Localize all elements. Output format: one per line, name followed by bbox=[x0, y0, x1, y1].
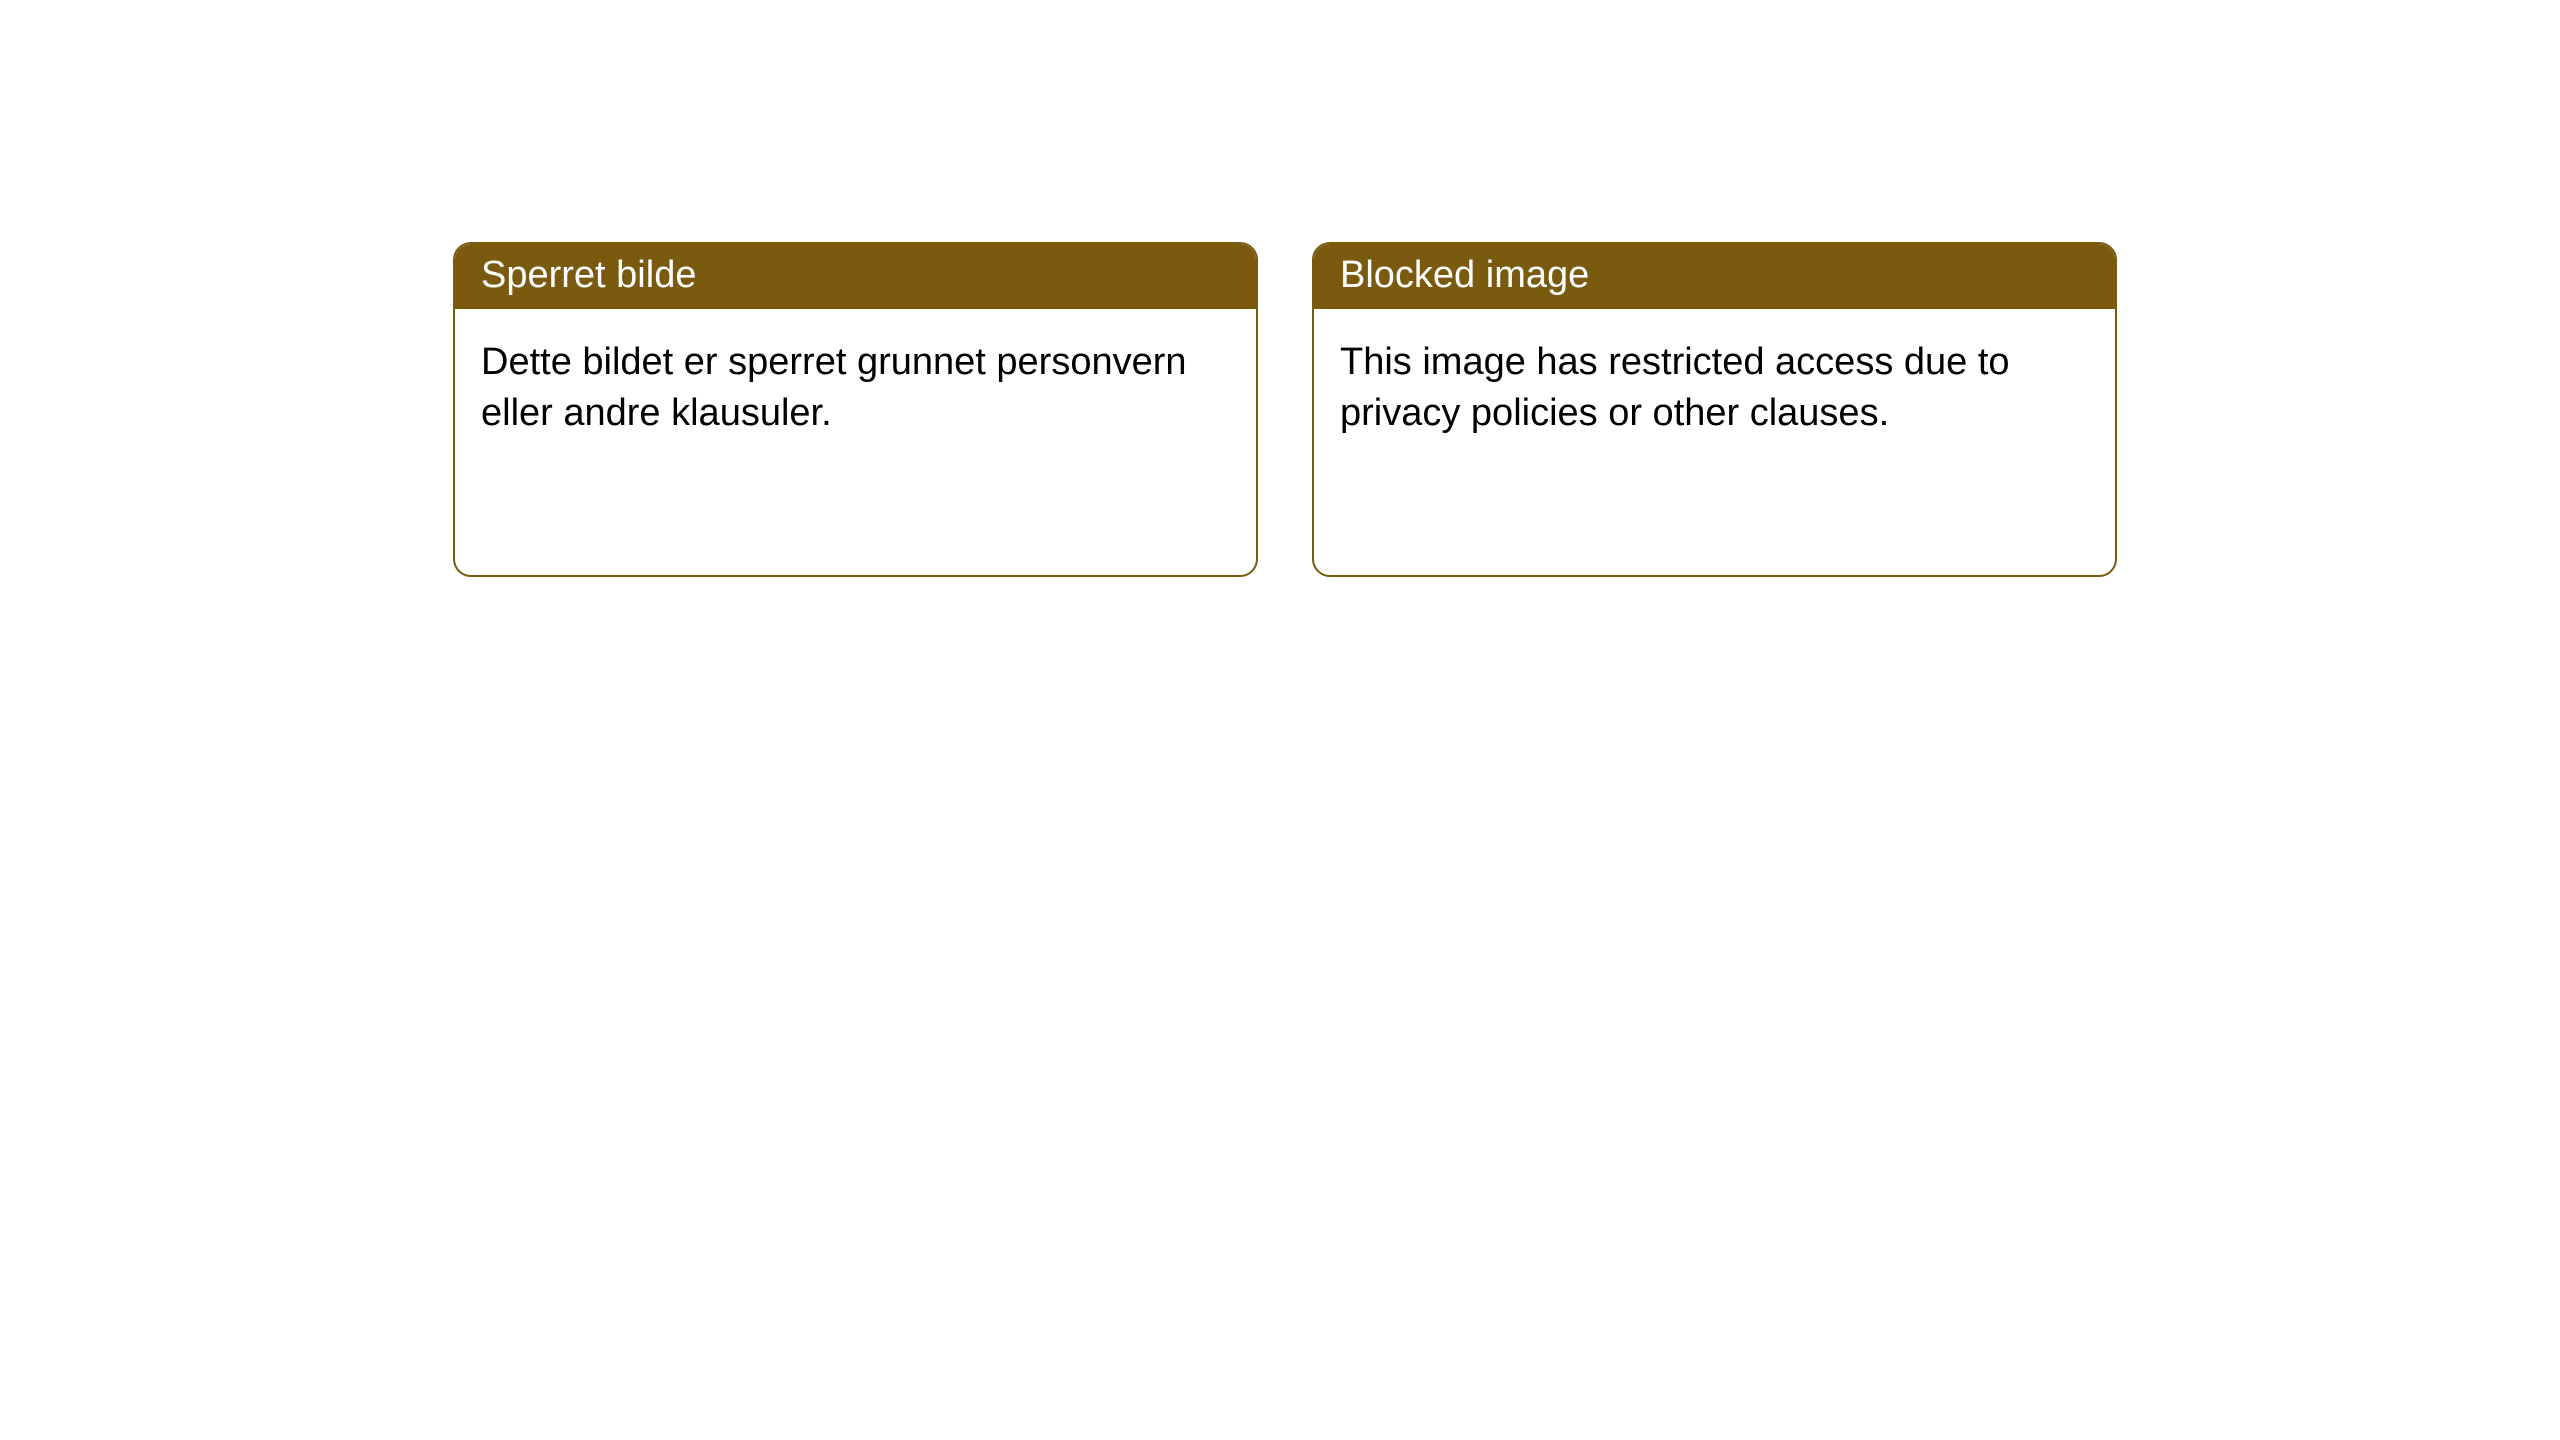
notice-body: Dette bildet er sperret grunnet personve… bbox=[455, 309, 1256, 468]
notice-card-norwegian: Sperret bilde Dette bildet er sperret gr… bbox=[453, 242, 1258, 577]
notice-title: Sperret bilde bbox=[481, 254, 696, 296]
notice-header: Sperret bilde bbox=[455, 244, 1256, 309]
notice-header: Blocked image bbox=[1314, 244, 2115, 309]
notice-body: This image has restricted access due to … bbox=[1314, 309, 2115, 468]
notice-title: Blocked image bbox=[1340, 254, 1589, 296]
notice-card-english: Blocked image This image has restricted … bbox=[1312, 242, 2117, 577]
notice-body-text: This image has restricted access due to … bbox=[1340, 341, 2010, 434]
notice-container: Sperret bilde Dette bildet er sperret gr… bbox=[0, 0, 2560, 577]
notice-body-text: Dette bildet er sperret grunnet personve… bbox=[481, 341, 1187, 434]
